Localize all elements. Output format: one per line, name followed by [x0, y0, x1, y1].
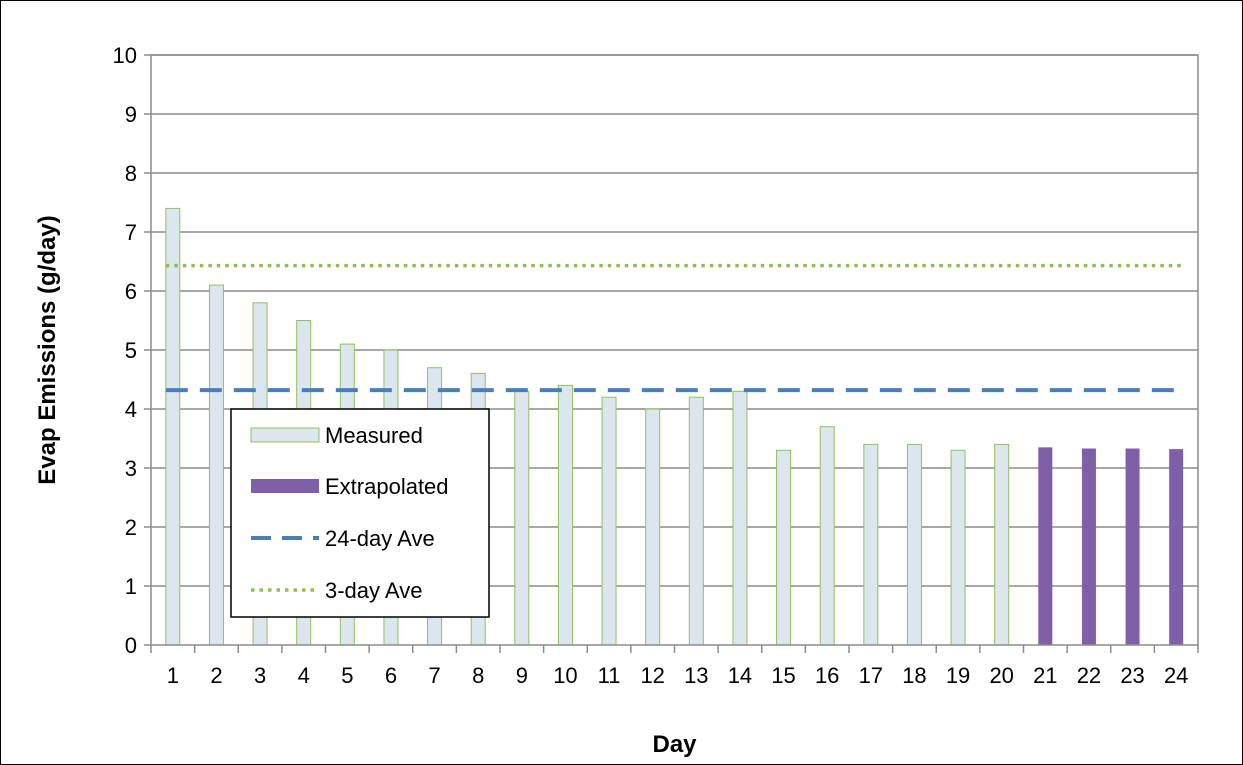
x-tick-label: 21 [1033, 663, 1057, 688]
axes [144, 54, 1199, 653]
legend-label-measured: Measured [325, 423, 423, 448]
y-tick-label: 10 [113, 43, 137, 68]
x-tick-label: 7 [428, 663, 440, 688]
x-tick-label: 11 [598, 663, 621, 688]
bar-measured-day-9 [514, 390, 530, 646]
legend-swatch-extrapolated [251, 479, 319, 493]
y-tick-label: 4 [125, 397, 137, 422]
legend-label-24-day-ave: 24-day Ave [325, 526, 435, 551]
x-tick-label: 2 [210, 663, 222, 688]
bar-measured-day-20 [994, 443, 1010, 646]
x-tick-label: 19 [946, 663, 970, 688]
x-tick-label: 12 [640, 663, 664, 688]
bar-measured-day-10 [557, 384, 573, 646]
bar-measured-day-15 [776, 449, 792, 646]
y-tick-label: 8 [125, 161, 137, 186]
legend: Measured Extrapolated 24-day Ave 3-day A… [230, 408, 490, 618]
x-tick-label: 4 [298, 663, 310, 688]
legend-swatch-measured [250, 427, 320, 443]
x-tick-label: 1 [167, 663, 179, 688]
x-tick-label: 3 [254, 663, 266, 688]
bar-measured-day-1 [165, 207, 181, 646]
bar-measured-day-19 [950, 449, 966, 646]
legend-label-extrapolated: Extrapolated [325, 474, 449, 499]
bar-measured-day-11 [601, 396, 617, 646]
bar-extrapolated-day-23 [1125, 448, 1140, 645]
x-tick-label: 5 [341, 663, 353, 688]
x-tick-label: 22 [1077, 663, 1101, 688]
bar-measured-day-12 [645, 408, 661, 646]
bar-measured-day-2 [208, 284, 224, 646]
x-tick-label: 24 [1164, 663, 1188, 688]
y-tick-label: 2 [125, 515, 137, 540]
bar-measured-day-18 [906, 443, 922, 646]
bar-measured-day-14 [732, 390, 748, 646]
x-tick-label: 14 [728, 663, 752, 688]
legend-box [230, 408, 490, 618]
average-lines [165, 263, 1184, 393]
y-axis-title: Evap Emissions (g/day) [34, 215, 61, 484]
y-tick-label: 3 [125, 456, 137, 481]
bar-measured-day-16 [819, 426, 835, 646]
bar-extrapolated-day-21 [1038, 447, 1053, 645]
bar-measured-day-13 [688, 396, 704, 646]
bar-extrapolated-day-24 [1169, 449, 1184, 645]
y-tick-label: 9 [125, 102, 137, 127]
y-tick-label: 1 [125, 574, 137, 599]
legend-label-3-day-ave: 3-day Ave [325, 578, 422, 603]
x-tick-label: 16 [815, 663, 839, 688]
x-tick-label: 20 [989, 663, 1013, 688]
y-tick-label: 5 [125, 338, 137, 363]
bar-extrapolated-day-22 [1081, 448, 1096, 645]
x-tick-label: 13 [684, 663, 708, 688]
bar-measured-day-17 [863, 443, 879, 646]
x-axis-title: Day [652, 731, 697, 758]
x-tick-label: 9 [516, 663, 528, 688]
x-tick-label: 6 [385, 663, 397, 688]
y-tick-label: 0 [125, 633, 137, 658]
y-tick-label: 6 [125, 279, 137, 304]
x-tick-label: 17 [859, 663, 883, 688]
x-tick-label: 18 [902, 663, 926, 688]
x-tick-label: 10 [553, 663, 577, 688]
x-tick-label: 23 [1120, 663, 1144, 688]
y-tick-label: 7 [125, 220, 137, 245]
x-tick-label: 15 [771, 663, 795, 688]
x-tick-label: 8 [472, 663, 484, 688]
